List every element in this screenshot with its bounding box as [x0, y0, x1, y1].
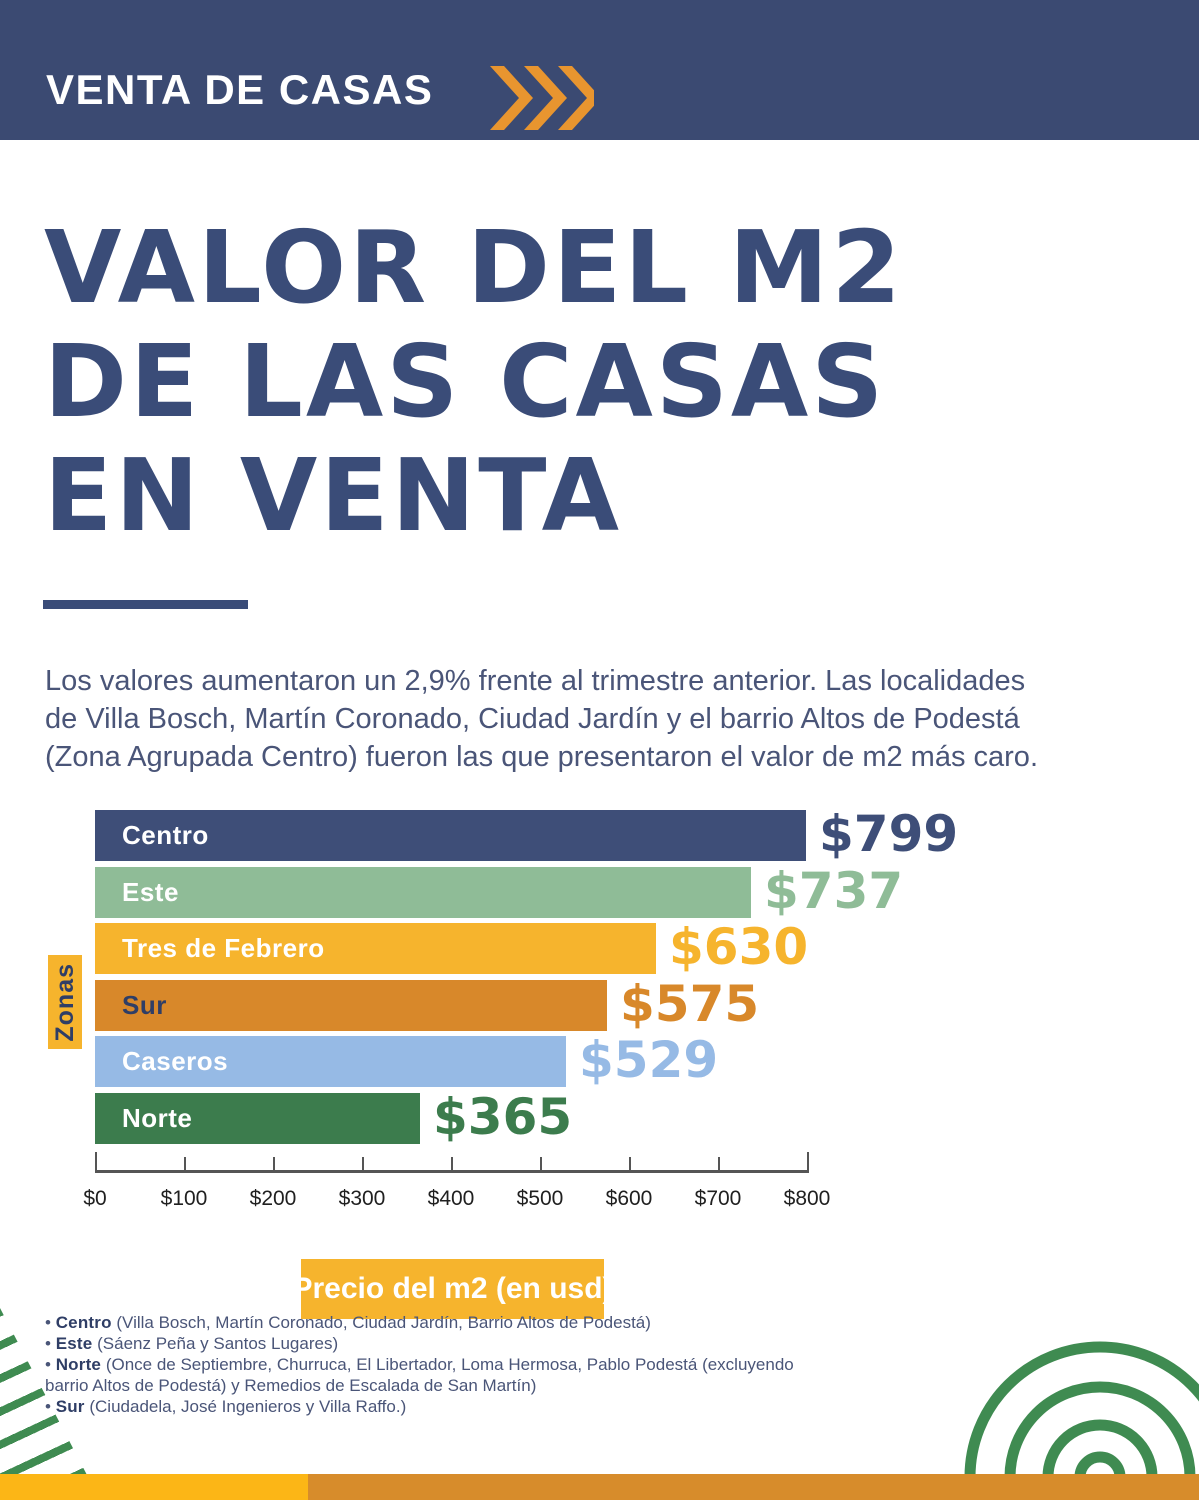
bar-row: Tres de Febrero $630 [95, 917, 1195, 976]
footnote-zone-detail: (Sáenz Peña y Santos Lugares) [92, 1334, 339, 1353]
x-axis-tick-label: $200 [249, 1187, 297, 1210]
bar-category-label: Centro [122, 819, 209, 850]
x-axis-tick [807, 1152, 809, 1171]
bullet-icon: • [45, 1334, 56, 1353]
page-title-line: DE LAS CASAS [44, 323, 887, 440]
x-axis-tick-label: $0 [83, 1187, 107, 1210]
footnote-zone-name: Sur [55, 1397, 85, 1416]
x-axis-tick-label: $400 [427, 1187, 475, 1210]
footnote-zone-detail: (Once de Septiembre, Churruca, El Libert… [45, 1355, 794, 1395]
footnote-zone-name: Norte [55, 1355, 102, 1374]
bar-sur: Sur [95, 980, 607, 1031]
footnote-item-norte: • Norte (Once de Septiembre, Churruca, E… [45, 1354, 805, 1396]
concentric-circles-icon [964, 1341, 1199, 1477]
triple-chevron-right-icon [490, 66, 594, 130]
footnote-zone-detail: (Ciudadela, José Ingenieros y Villa Raff… [84, 1397, 407, 1416]
footnote-zone-detail: (Villa Bosch, Martín Coronado, Ciudad Ja… [111, 1313, 651, 1332]
x-axis-tick [95, 1152, 97, 1171]
bar-norte: Norte [95, 1093, 420, 1144]
bar-caseros: Caseros [95, 1036, 566, 1087]
x-axis-tick [184, 1157, 186, 1171]
bar-value-label: $529 [579, 1030, 719, 1089]
zone-footnotes: • Centro (Villa Bosch, Martín Coronado, … [45, 1312, 805, 1417]
page-title-line: VALOR DEL M2 [44, 209, 904, 326]
header-banner: VENTA DE CASAS [0, 0, 1199, 140]
footnote-zone-name: Este [55, 1334, 93, 1353]
footnote-item-este: • Este (Sáenz Peña y Santos Lugares) [45, 1333, 805, 1354]
bar-row: Este $737 [95, 861, 1195, 920]
title-divider [43, 600, 248, 609]
page-title-line: EN VENTA [44, 437, 623, 554]
x-axis-tick [629, 1157, 631, 1171]
bar-value-label: $575 [620, 974, 760, 1033]
x-axis-tick-label: $100 [160, 1187, 208, 1210]
bullet-icon: • [45, 1355, 56, 1374]
footnote-zone-name: Centro [55, 1313, 112, 1332]
page-title: VALOR DEL M2 DE LAS CASAS EN VENTA [44, 211, 1044, 553]
bar-este: Este [95, 867, 751, 918]
y-axis-label: Zonas [50, 962, 79, 1042]
x-axis-tick-label: $800 [783, 1187, 831, 1210]
x-axis-tick-label: $500 [516, 1187, 564, 1210]
y-axis-label-badge: Zonas [48, 955, 82, 1049]
intro-line: (Zona Agrupada Centro) fueron las que pr… [45, 741, 1038, 773]
x-axis-tick-label: $700 [694, 1187, 742, 1210]
bar-category-label: Sur [122, 989, 167, 1020]
bar-row: Sur $575 [95, 974, 1195, 1033]
bottom-bar-orange [308, 1474, 1199, 1500]
intro-paragraph: Los valores aumentaron un 2,9% frente al… [45, 662, 1185, 776]
footnote-item-sur: • Sur (Ciudadela, José Ingenieros y Vill… [45, 1396, 805, 1417]
x-axis-tick-label: $600 [605, 1187, 653, 1210]
bar-value-label: $799 [819, 804, 959, 863]
footnote-item-centro: • Centro (Villa Bosch, Martín Coronado, … [45, 1312, 805, 1333]
header-title: VENTA DE CASAS [46, 66, 434, 113]
bar-value-label: $365 [433, 1087, 573, 1146]
bar-category-label: Caseros [122, 1045, 229, 1076]
bar-category-label: Este [122, 876, 179, 907]
x-axis-tick-label: $300 [338, 1187, 386, 1210]
x-axis-tick [273, 1157, 275, 1171]
x-axis-line [95, 1170, 809, 1173]
bottom-bar-yellow [0, 1474, 308, 1500]
x-axis-label: Precio del m2 (en usd) [292, 1272, 613, 1305]
x-axis-tick [718, 1157, 720, 1171]
x-axis-tick [451, 1157, 453, 1171]
bar-centro: Centro [95, 810, 806, 861]
bar-category-label: Tres de Febrero [122, 932, 325, 963]
intro-line: de Villa Bosch, Martín Coronado, Ciudad … [45, 703, 1020, 735]
intro-line: Los valores aumentaron un 2,9% frente al… [45, 665, 1026, 697]
bar-tres-de-febrero: Tres de Febrero [95, 923, 656, 974]
bar-chart: Centro $799 Este $737 Tres de Febrero $630 Sur… [95, 804, 1195, 1150]
x-axis-label-badge: Precio del m2 (en usd) [292, 1259, 613, 1319]
bar-value-label: $737 [764, 861, 904, 920]
bar-value-label: $630 [669, 917, 809, 976]
bullet-icon: • [45, 1313, 56, 1332]
x-axis-tick [362, 1157, 364, 1171]
bar-row: Norte $365 [95, 1087, 1195, 1146]
bar-category-label: Norte [122, 1102, 193, 1133]
bar-row: Caseros $529 [95, 1030, 1195, 1089]
bar-row: Centro $799 [95, 804, 1195, 863]
x-axis-tick [540, 1157, 542, 1171]
